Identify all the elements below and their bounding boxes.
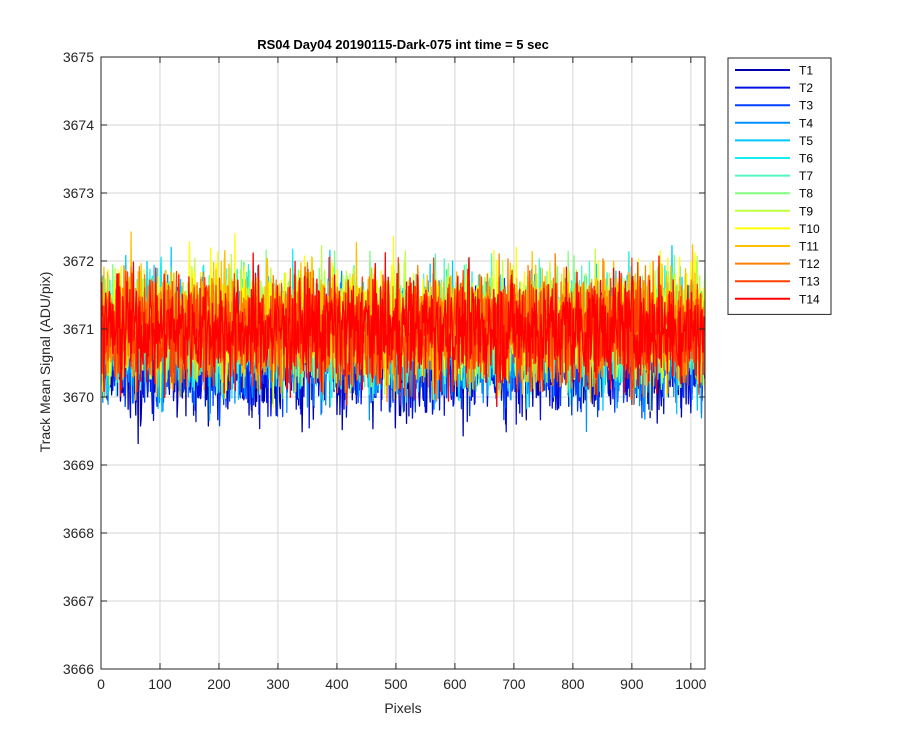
- legend-label-t11: T11: [799, 240, 819, 254]
- y-tick-label: 3670: [63, 389, 94, 405]
- x-tick-label: 1000: [675, 676, 706, 692]
- x-axis-label: Pixels: [384, 700, 421, 716]
- y-tick-label: 3666: [63, 661, 94, 677]
- legend-label-t9: T9: [799, 204, 813, 218]
- x-tick-label: 0: [97, 676, 105, 692]
- legend-label-t10: T10: [799, 222, 820, 236]
- y-tick-label: 3668: [63, 525, 94, 541]
- y-tick-label: 3674: [63, 117, 94, 133]
- y-tick-label: 3671: [63, 321, 94, 337]
- x-tick-label: 300: [266, 676, 290, 692]
- y-tick-label: 3669: [63, 457, 94, 473]
- x-tick-label: 400: [325, 676, 349, 692]
- y-tick-label: 3673: [63, 185, 94, 201]
- x-tick-label: 600: [443, 676, 467, 692]
- x-tick-label: 200: [207, 676, 231, 692]
- legend-label-t12: T12: [799, 257, 820, 271]
- x-tick-label: 100: [148, 676, 172, 692]
- legend-label-t14: T14: [799, 292, 820, 306]
- x-tick-label: 700: [502, 676, 526, 692]
- series-line-t14: [101, 252, 705, 407]
- y-tick-label: 3667: [63, 593, 94, 609]
- x-tick-label: 800: [561, 676, 585, 692]
- x-tick-label: 500: [384, 676, 408, 692]
- legend-label-t6: T6: [799, 152, 813, 166]
- legend-label-t13: T13: [799, 275, 820, 289]
- plot-area: 0 100 200 300 400 500 600 700 800 900 1000 3666 3667…: [63, 49, 707, 692]
- chart-title: RS04 Day04 20190115-Dark-075 int time = …: [257, 37, 549, 52]
- y-axis-label: Track Mean Signal (ADU/pix): [37, 272, 53, 453]
- legend-label-t2: T2: [799, 81, 813, 95]
- axes-box: [100, 56, 706, 670]
- legend-label-t7: T7: [799, 169, 813, 183]
- legend-box: [727, 57, 832, 315]
- y-tick-label: 3672: [63, 253, 94, 269]
- y-tick-label: 3675: [63, 49, 94, 65]
- legend-label-t8: T8: [799, 187, 813, 201]
- x-tick-label: 900: [620, 676, 644, 692]
- legend-label-t3: T3: [799, 99, 813, 113]
- legend-label-t1: T1: [799, 64, 813, 78]
- legend-label-t5: T5: [799, 134, 813, 148]
- legend: T1 T2 T3 T4 T5 T6 T7 T8 T9 T10 T11 T12 T13 T14: [727, 57, 832, 315]
- legend-label-t4: T4: [799, 116, 813, 130]
